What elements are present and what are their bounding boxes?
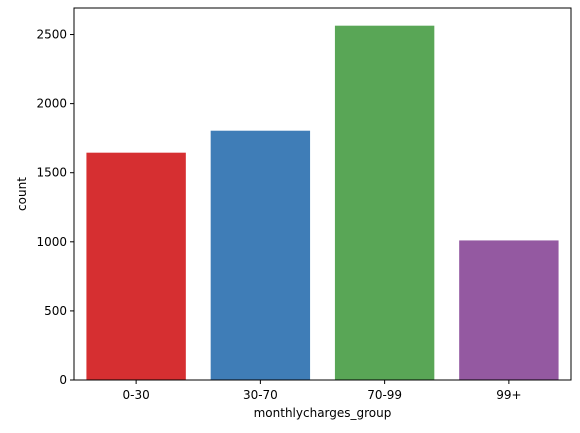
bar-99+	[459, 240, 559, 380]
y-tick-label: 2500	[36, 28, 67, 42]
x-tick-label: 99+	[496, 388, 521, 402]
axes-frame	[73, 7, 572, 381]
x-axis-ticks: 0-30 30-70 70-99 99+	[123, 380, 522, 402]
x-tick-label: 70-99	[367, 388, 402, 402]
x-axis-label: monthlycharges_group	[254, 406, 392, 420]
x-tick-label: 30-70	[243, 388, 278, 402]
bar-30-70	[210, 130, 311, 380]
bar-70-99	[334, 25, 435, 381]
x-tick-label: 0-30	[123, 388, 150, 402]
y-tick-label: 2000	[36, 97, 67, 111]
y-tick-label: 0	[59, 373, 67, 387]
y-axis-ticks: 0 500 1000 1500 2000 2500	[36, 28, 74, 387]
y-tick-label: 1000	[36, 235, 67, 249]
bars-group	[86, 25, 559, 381]
y-tick-label: 1500	[36, 166, 67, 180]
y-tick-label: 500	[44, 304, 67, 318]
bar-0-30	[86, 152, 186, 380]
y-axis-label: count	[15, 177, 29, 211]
